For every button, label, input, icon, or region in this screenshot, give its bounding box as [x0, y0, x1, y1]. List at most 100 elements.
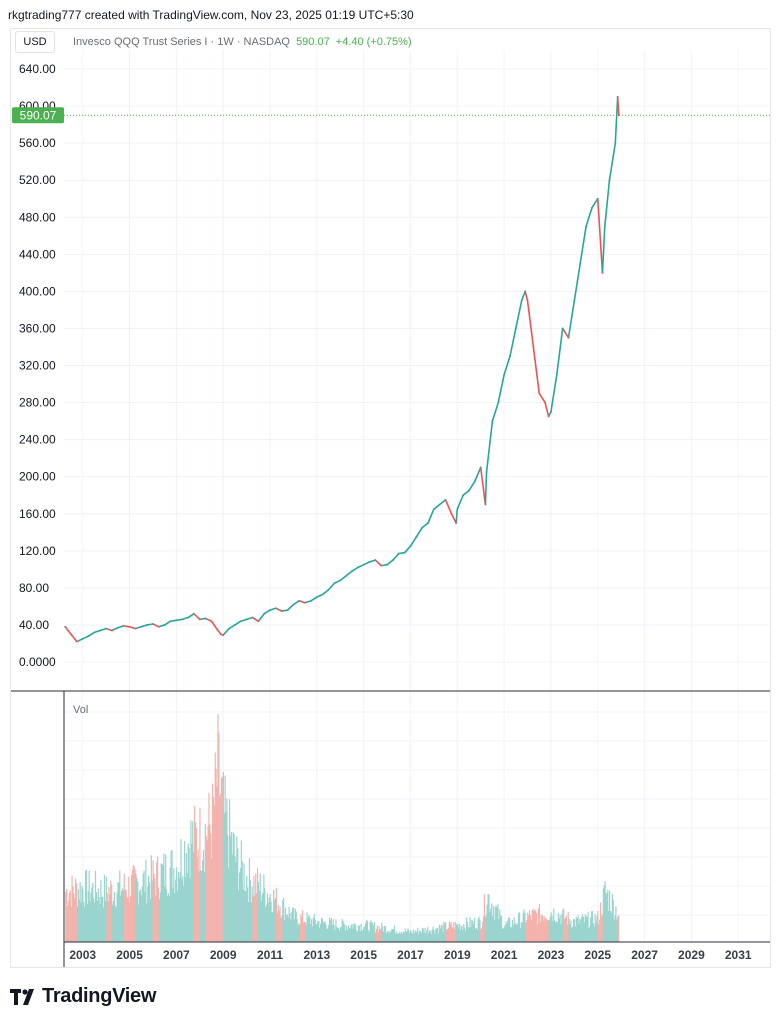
price-segment [316, 593, 324, 598]
volume-bar [290, 919, 292, 942]
volume-bar [471, 919, 473, 942]
price-point [140, 625, 143, 628]
volume-bar [283, 897, 285, 942]
price-segment [468, 480, 476, 492]
volume-bar [229, 835, 232, 942]
volume-bar [537, 908, 540, 942]
volume-bar [607, 889, 609, 942]
price-point [356, 566, 359, 569]
price-point [269, 609, 271, 612]
price-segment [555, 327, 564, 376]
volume-bar [93, 898, 95, 942]
price-point [444, 498, 447, 501]
volume-bar [178, 877, 180, 942]
volume-bar [505, 921, 507, 942]
volume-bar [563, 919, 566, 942]
volume-bar [318, 920, 320, 942]
volume-bar [577, 915, 579, 942]
volume-bar [157, 856, 159, 942]
volume-bar [320, 917, 323, 942]
y-tick-label: 40.00 [19, 618, 49, 632]
volume-bar [592, 923, 595, 942]
volume-bar [419, 930, 421, 942]
volume-bar [238, 872, 241, 942]
volume-bar [523, 909, 525, 942]
volume-bar [574, 926, 577, 942]
volume-bar [384, 926, 387, 942]
volume-bar [520, 922, 522, 942]
volume-bar [114, 905, 116, 942]
volume-bar [95, 892, 97, 942]
volume-bar [539, 922, 541, 942]
volume-bar [554, 920, 556, 942]
volume-bar [166, 895, 169, 942]
volume-bar [237, 848, 239, 942]
volume-bar [126, 896, 128, 942]
volume-bar [303, 921, 305, 942]
price-segment [181, 616, 189, 621]
volume-bar [532, 910, 534, 942]
volume-bar [103, 874, 106, 942]
volume-bar [511, 919, 513, 942]
price-segment [134, 625, 143, 630]
volume-bar [395, 931, 397, 942]
volume-bar [310, 924, 312, 942]
volume-bar [487, 894, 489, 942]
volume-bar [526, 920, 528, 942]
volume-bar [205, 836, 207, 942]
x-tick-label: 2007 [163, 948, 190, 962]
volume-bar [252, 896, 254, 942]
volume-bar [504, 924, 506, 942]
volume-bar [433, 930, 435, 942]
volume-bar [287, 917, 289, 942]
volume-bar [149, 898, 152, 942]
volume-bar [242, 889, 244, 942]
price-segment [538, 392, 546, 404]
volume-bar [248, 857, 251, 942]
price-point [468, 489, 470, 492]
price-segment [479, 466, 487, 506]
volume-bar [297, 925, 299, 942]
volume-bar [540, 914, 542, 942]
volume-bar [517, 923, 519, 942]
volume-bar [143, 870, 145, 942]
volume-bar [209, 824, 211, 942]
volume-bar [469, 917, 471, 942]
x-tick-label: 2011 [257, 948, 283, 962]
volume-bar [142, 873, 144, 942]
price-segment [415, 526, 423, 538]
volume-bar [606, 892, 608, 942]
volume-bar [154, 878, 156, 942]
volume-bar [476, 929, 478, 942]
volume-bar [179, 872, 181, 942]
price-segment [433, 503, 441, 510]
volume-bar [156, 861, 158, 942]
price-segment [544, 401, 550, 418]
volume-bar [75, 878, 77, 942]
volume-bar [285, 915, 287, 942]
volume-bar [415, 931, 417, 942]
volume-bar [212, 796, 215, 942]
volume-bar [65, 891, 67, 942]
volume-bar [586, 916, 588, 942]
price-segment [608, 142, 617, 181]
volume-bar [598, 924, 600, 942]
volume-bar [226, 798, 228, 942]
price-point [579, 262, 582, 265]
volume-bar [281, 915, 283, 942]
volume-bar [527, 913, 529, 942]
price-segment [193, 613, 201, 621]
price-segment [64, 625, 72, 636]
volume-bar [181, 879, 183, 942]
volume-bar [421, 927, 423, 942]
currency-button[interactable]: USD [15, 31, 55, 53]
price-segment [474, 466, 482, 483]
volume-bar [451, 927, 453, 942]
volume-bar [71, 875, 73, 942]
volume-bar [80, 902, 82, 942]
volume-bar [400, 933, 402, 942]
price-point [591, 207, 593, 209]
tradingview-logo[interactable]: TradingView [10, 985, 156, 1008]
volume-bar [572, 926, 574, 942]
